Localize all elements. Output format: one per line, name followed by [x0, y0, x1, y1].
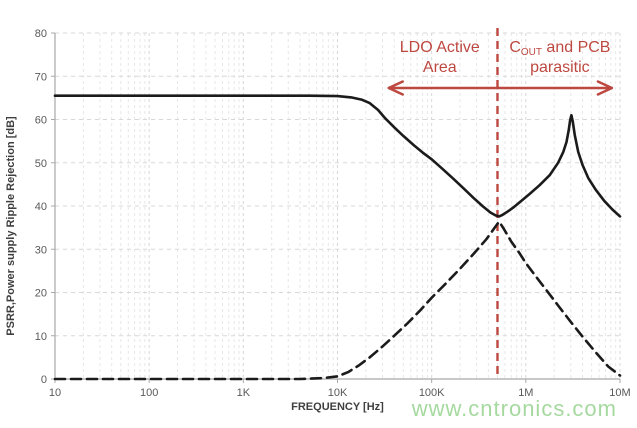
x-axis-title: FREQUENCY [Hz]	[291, 401, 384, 413]
x-tick-label: 10	[49, 387, 61, 399]
x-tick-label: 100K	[419, 387, 445, 399]
ldo-active-area-label: LDO Active	[400, 39, 480, 56]
y-tick-label: 30	[35, 244, 47, 256]
ldo-active-area-label: Area	[423, 59, 457, 76]
psrr-curve-line	[53, 94, 622, 218]
y-tick-label: 0	[41, 374, 47, 386]
x-tick-label: 10K	[328, 387, 348, 399]
y-tick-label: 60	[35, 115, 47, 127]
watermark: www.cntronics.com	[411, 396, 617, 421]
y-tick-label: 50	[35, 158, 47, 170]
y-tick-label: 70	[35, 71, 47, 83]
cout-pcb-parasitic-label: COUT and PCB	[509, 39, 610, 58]
y-tick-label: 40	[35, 201, 47, 213]
y-axis-title: PSRR,Power supply Ripple Rejection [dB]	[5, 116, 17, 336]
x-tick-label: 1K	[237, 387, 251, 399]
arrowhead-left-icon	[387, 80, 404, 96]
x-tick-label: 1M	[518, 387, 533, 399]
x-tick-label: 100	[140, 387, 158, 399]
parasitic-asymptote-line	[53, 220, 622, 381]
x-tick-label: 10M	[609, 387, 630, 399]
cout-pcb-parasitic-label: parasitic	[530, 59, 590, 76]
y-tick-label: 20	[35, 288, 47, 300]
y-tick-label: 80	[35, 28, 47, 40]
y-tick-label: 10	[35, 331, 47, 343]
arrowhead-right-icon	[596, 80, 614, 96]
